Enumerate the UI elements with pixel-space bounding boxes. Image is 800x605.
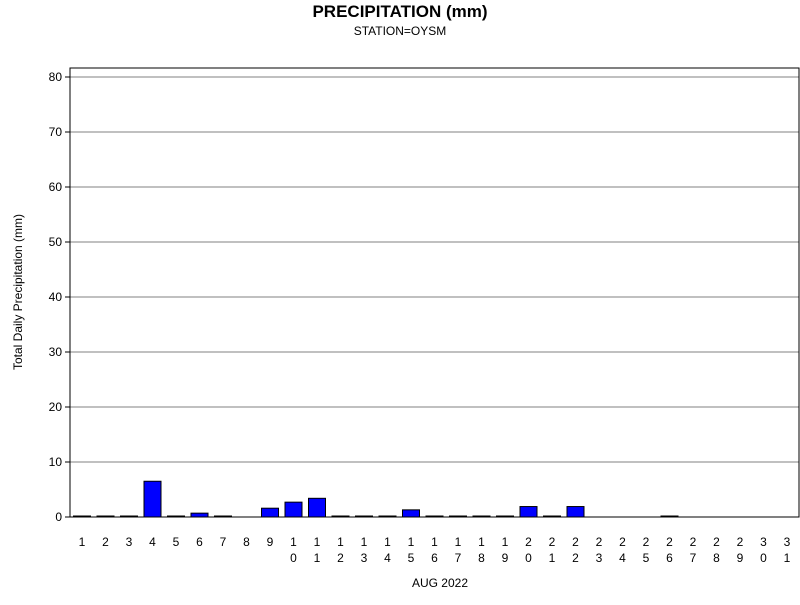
- x-tick-label: 4: [149, 535, 156, 549]
- chart-title: PRECIPITATION (mm): [312, 2, 487, 21]
- bar-day-20: [519, 506, 538, 518]
- bar-day-15: [402, 509, 420, 518]
- plot-frame: [69, 67, 800, 518]
- bar-day-4: [143, 480, 162, 518]
- grid-lines: [70, 76, 799, 463]
- x-tick-label: 6: [196, 535, 203, 549]
- x-tick-label: 8: [243, 535, 250, 549]
- y-tick-label: 70: [49, 125, 63, 139]
- bar-day-6: [190, 512, 209, 518]
- bar-day-22: [566, 506, 585, 518]
- chart-subtitle: STATION=OYSM: [354, 24, 447, 38]
- x-axis-label: AUG 2022: [412, 576, 468, 590]
- y-tick-label: 60: [49, 180, 63, 194]
- y-tick-label: 20: [49, 400, 63, 414]
- x-tick-label: 7: [220, 535, 227, 549]
- y-tick-label: 0: [55, 510, 62, 524]
- bars: [73, 480, 679, 518]
- y-tick-label: 10: [49, 455, 63, 469]
- x-tick-label: 9: [267, 535, 274, 549]
- x-tick-label: 1: [79, 535, 86, 549]
- bar-day-10: [284, 501, 303, 518]
- y-axis-label: Total Daily Precipitation (mm): [11, 214, 25, 370]
- bar-day-11: [308, 497, 326, 518]
- bar-day-9: [261, 507, 279, 518]
- x-tick-label: 5: [173, 535, 180, 549]
- y-tick-label: 80: [49, 70, 63, 84]
- y-tick-label: 50: [49, 235, 63, 249]
- y-tick-label: 40: [49, 290, 63, 304]
- x-tick-label: 3: [126, 535, 133, 549]
- x-tick-label: 2: [102, 535, 109, 549]
- y-tick-label: 30: [49, 345, 63, 359]
